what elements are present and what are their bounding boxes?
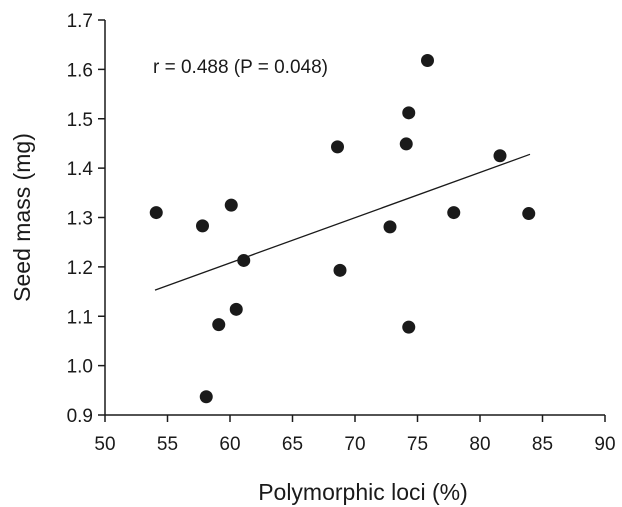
- data-point: [199, 390, 213, 404]
- x-tick-label: 75: [407, 434, 428, 455]
- y-tick-label: 1.3: [67, 209, 93, 230]
- data-point: [224, 198, 238, 212]
- data-point: [333, 263, 347, 277]
- y-axis-ticks: 0.9 1.0 1.1 1.2 1.3 1.4 1.5 1.6 1.7: [67, 11, 105, 427]
- y-tick-label: 1.4: [67, 159, 94, 180]
- data-point: [402, 106, 416, 120]
- x-tick-label: 60: [219, 434, 240, 455]
- x-tick-label: 70: [344, 434, 365, 455]
- y-tick-label: 0.9: [67, 406, 93, 427]
- data-point: [149, 206, 163, 220]
- data-point: [399, 137, 413, 151]
- data-point: [421, 53, 434, 67]
- x-tick-label: 55: [157, 434, 178, 455]
- correlation-annotation: r = 0.488 (P = 0.048): [153, 57, 328, 78]
- data-point: [402, 320, 416, 334]
- x-axis-ticks: 50 55 60 65 70 75 80 85 90: [94, 415, 616, 455]
- y-tick-label: 1.6: [67, 60, 93, 81]
- x-tick-label: 65: [282, 434, 303, 455]
- data-point: [493, 149, 507, 163]
- data-point: [522, 207, 536, 221]
- data-point: [447, 206, 461, 220]
- data-point: [331, 140, 344, 154]
- data-point: [212, 318, 226, 332]
- x-tick-label: 90: [594, 434, 615, 455]
- x-axis-title: Polymorphic loci (%): [258, 479, 468, 505]
- data-point: [237, 253, 251, 267]
- y-axis-title: Seed mass (mg): [9, 133, 35, 302]
- trendline: [154, 153, 531, 291]
- y-tick-label: 1.2: [67, 258, 93, 279]
- y-tick-label: 1.0: [67, 357, 93, 378]
- y-tick-label: 1.7: [67, 11, 93, 32]
- data-points: [149, 53, 536, 404]
- x-tick-label: 80: [469, 434, 490, 455]
- x-tick-label: 50: [94, 434, 115, 455]
- x-tick-label: 85: [532, 434, 553, 455]
- y-tick-label: 1.1: [67, 307, 93, 328]
- data-point: [383, 220, 397, 234]
- y-tick-label: 1.5: [67, 110, 93, 131]
- data-point: [229, 302, 243, 316]
- data-point: [196, 219, 209, 233]
